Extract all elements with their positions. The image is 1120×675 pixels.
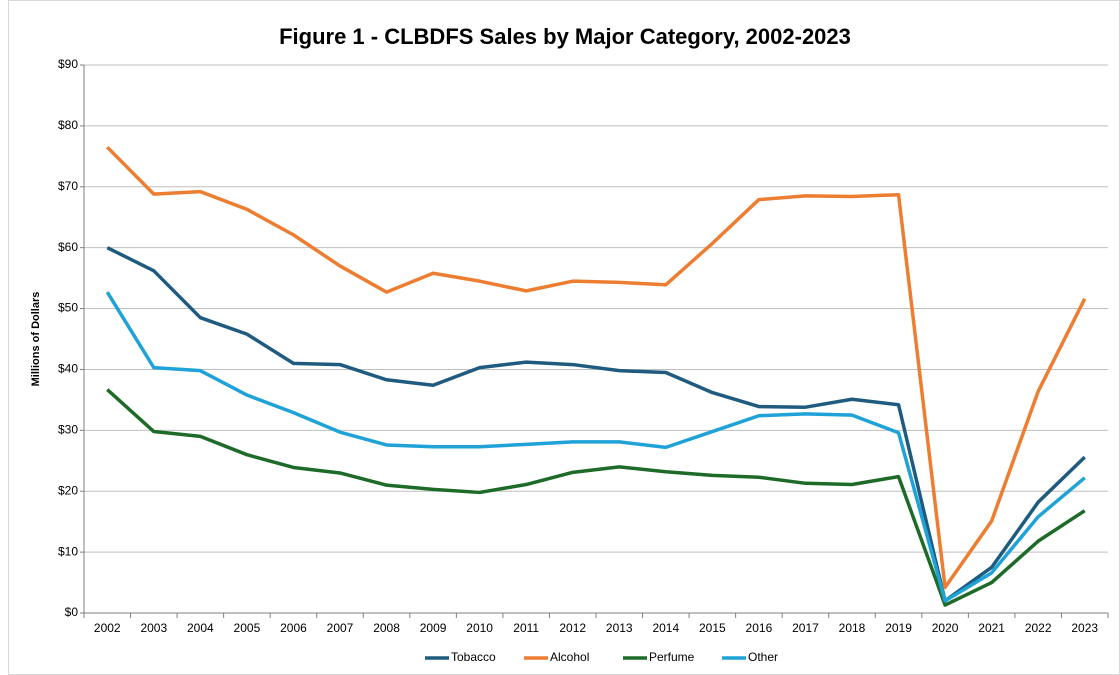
chart-title: Figure 1 - CLBDFS Sales by Major Categor… bbox=[279, 24, 851, 49]
legend-label: Other bbox=[748, 650, 778, 664]
x-tick-label: 2005 bbox=[234, 621, 261, 635]
y-tick-label: $50 bbox=[58, 301, 78, 315]
legend-label: Perfume bbox=[649, 650, 695, 664]
y-tick-label: $90 bbox=[58, 57, 78, 71]
x-tick-label: 2011 bbox=[513, 621, 539, 635]
x-tick-label: 2004 bbox=[187, 621, 214, 635]
legend-label: Tobacco bbox=[451, 650, 496, 664]
x-tick-label: 2010 bbox=[466, 621, 493, 635]
x-tick-label: 2021 bbox=[978, 621, 1005, 635]
x-tick-label: 2012 bbox=[559, 621, 586, 635]
y-tick-label: $30 bbox=[58, 423, 78, 437]
x-tick-label: 2006 bbox=[280, 621, 307, 635]
y-tick-label: $10 bbox=[58, 544, 78, 558]
y-tick-label: $40 bbox=[58, 362, 78, 376]
x-tick-label: 2007 bbox=[327, 621, 354, 635]
y-axis-label: Millions of Dollars bbox=[30, 292, 42, 387]
y-tick-label: $80 bbox=[58, 118, 78, 132]
y-tick-label: $70 bbox=[58, 179, 78, 193]
x-tick-label: 2003 bbox=[140, 621, 167, 635]
y-tick-label: $20 bbox=[58, 483, 78, 497]
x-tick-label: 2018 bbox=[839, 621, 866, 635]
line-series bbox=[106, 145, 1087, 590]
y-tick-label: $60 bbox=[58, 240, 78, 254]
line-series bbox=[105, 291, 1086, 603]
x-tick-label: 2017 bbox=[792, 621, 819, 635]
y-tick-label: $0 bbox=[65, 605, 79, 619]
legend-label: Alcohol bbox=[550, 650, 589, 664]
x-tick-label: 2002 bbox=[94, 621, 121, 635]
x-tick-label: 2015 bbox=[699, 621, 726, 635]
x-tick-label: 2014 bbox=[652, 621, 679, 635]
x-tick-label: 2016 bbox=[746, 621, 773, 635]
line-series bbox=[106, 246, 1086, 603]
x-tick-label: 2009 bbox=[420, 621, 447, 635]
x-tick-label: 2013 bbox=[606, 621, 633, 635]
x-tick-label: 2020 bbox=[932, 621, 959, 635]
x-tick-label: 2019 bbox=[885, 621, 912, 635]
x-tick-label: 2022 bbox=[1025, 621, 1052, 635]
x-tick-label: 2023 bbox=[1071, 621, 1098, 635]
line-series bbox=[106, 388, 1086, 607]
x-tick-label: 2008 bbox=[373, 621, 400, 635]
